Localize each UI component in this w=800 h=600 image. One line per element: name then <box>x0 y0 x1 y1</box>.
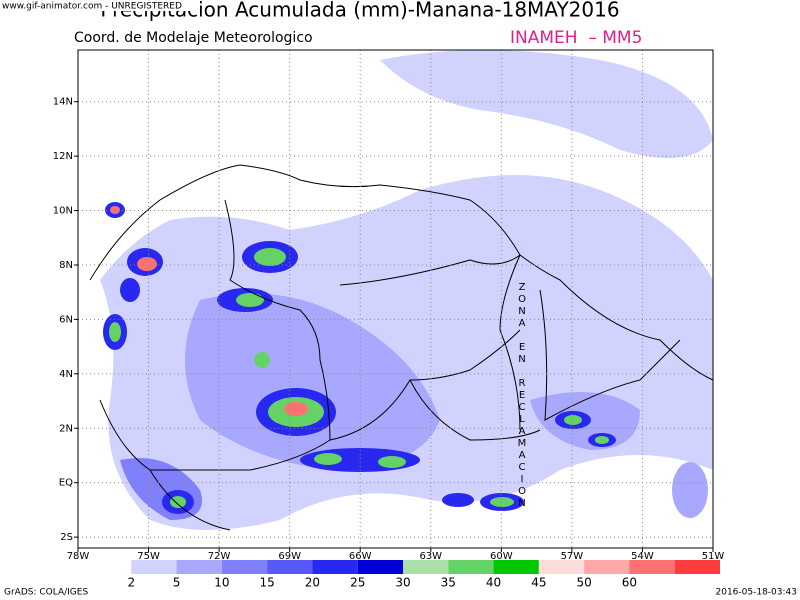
precip-cell <box>595 436 609 444</box>
borders <box>89 164 714 531</box>
colorbar-box <box>357 560 403 574</box>
colorbar-box <box>312 560 358 574</box>
y-tick-label: 14N <box>53 97 73 108</box>
colorbar-box <box>538 560 585 574</box>
grid <box>78 50 713 548</box>
colorbar-box <box>629 560 675 574</box>
x-tick-label: 54W <box>631 551 654 562</box>
x-tick-label: 57W <box>561 551 584 562</box>
border-line <box>539 289 681 421</box>
x-tick-label: 51W <box>702 551 725 562</box>
colorbar-label: 25 <box>350 576 365 590</box>
y-tick-label: 12N <box>53 151 73 162</box>
border-line <box>224 199 521 441</box>
x-tick-label: 66W <box>349 551 372 562</box>
colorbar-box <box>176 560 222 574</box>
x-tick-label: 63W <box>419 551 442 562</box>
precip-cell <box>170 496 186 508</box>
title: Precipitacion Acumulada (mm)-Manana-18MA… <box>100 0 619 22</box>
colorbar-box <box>448 560 494 574</box>
coastline <box>89 164 714 381</box>
y-tick-label: 2N <box>59 423 73 434</box>
colorbar-box <box>131 560 177 574</box>
precip-field <box>77 49 714 549</box>
subtitle: Coord. de Modelaje Meteorologico <box>74 30 313 46</box>
watermark-box <box>0 0 200 11</box>
border-line <box>149 469 231 531</box>
colorbar-label: 45 <box>531 576 546 590</box>
plot-frame <box>77 49 714 549</box>
precip-cell <box>314 453 342 465</box>
colorbar-label: 35 <box>441 576 456 590</box>
precip-cell <box>137 257 157 271</box>
colorbar-label: 50 <box>577 576 592 590</box>
footer-left: GrADS: COLA/IGES <box>4 588 88 598</box>
colorbar-label: 60 <box>622 576 637 590</box>
border-line <box>99 399 331 471</box>
precip-cell <box>120 278 140 302</box>
x-tick-label: 72W <box>208 551 231 562</box>
y-tick-label: 8N <box>59 260 73 271</box>
x-tick-label: 78W <box>67 551 90 562</box>
precip-area <box>185 293 440 470</box>
colorbar-box <box>267 560 313 574</box>
colorbar-box <box>674 560 720 574</box>
border-line <box>409 379 541 441</box>
watermark: www.gif-animator.com - UNREGISTERED <box>2 2 182 12</box>
border-line <box>499 254 521 431</box>
precip-cell <box>254 248 286 266</box>
y-tick-label: 10N <box>53 206 73 217</box>
colorbar-label: 15 <box>260 576 275 590</box>
x-tick-label: 60W <box>490 551 513 562</box>
precip-cell <box>284 402 308 416</box>
precip-cell <box>378 456 406 468</box>
source: INAMEH – MM5 <box>510 28 642 48</box>
precip-cell <box>109 322 121 342</box>
colorbar-label: 10 <box>214 576 229 590</box>
annotation: ZONA EN RECLAMACION <box>517 282 528 510</box>
colorbar-box <box>221 560 268 574</box>
precip-cell <box>442 493 474 507</box>
y-tick-label: 2S <box>60 532 73 543</box>
colorbar-box <box>584 560 630 574</box>
colorbar-box <box>86 560 132 574</box>
precip-cell <box>110 206 120 214</box>
precip-area <box>672 462 708 518</box>
y-tick-label: 4N <box>59 369 73 380</box>
border-line <box>339 254 521 286</box>
precip-cell <box>490 497 514 507</box>
colorbar: 2 5 10 15 20 25 30 35 40 45 50 60 <box>86 560 720 590</box>
precip-cell <box>236 293 264 307</box>
precip-area <box>380 50 713 158</box>
precip-cell <box>254 352 270 368</box>
y-tick-label: 6N <box>59 314 73 325</box>
colorbar-label: 40 <box>486 576 501 590</box>
x-tick-label: 75W <box>137 551 160 562</box>
y-tick-label: EQ <box>59 478 73 489</box>
colorbar-box <box>493 560 539 574</box>
precip-cell <box>564 415 582 425</box>
colorbar-label: 5 <box>173 576 181 590</box>
footer-right: 2016-05-18-03:43 <box>716 588 798 598</box>
colorbar-label: 30 <box>395 576 410 590</box>
x-tick-label: 69W <box>278 551 301 562</box>
colorbar-box <box>403 560 449 574</box>
precip-shading <box>100 50 713 530</box>
colorbar-label: 2 <box>127 576 135 590</box>
colorbar-label: 20 <box>305 576 320 590</box>
